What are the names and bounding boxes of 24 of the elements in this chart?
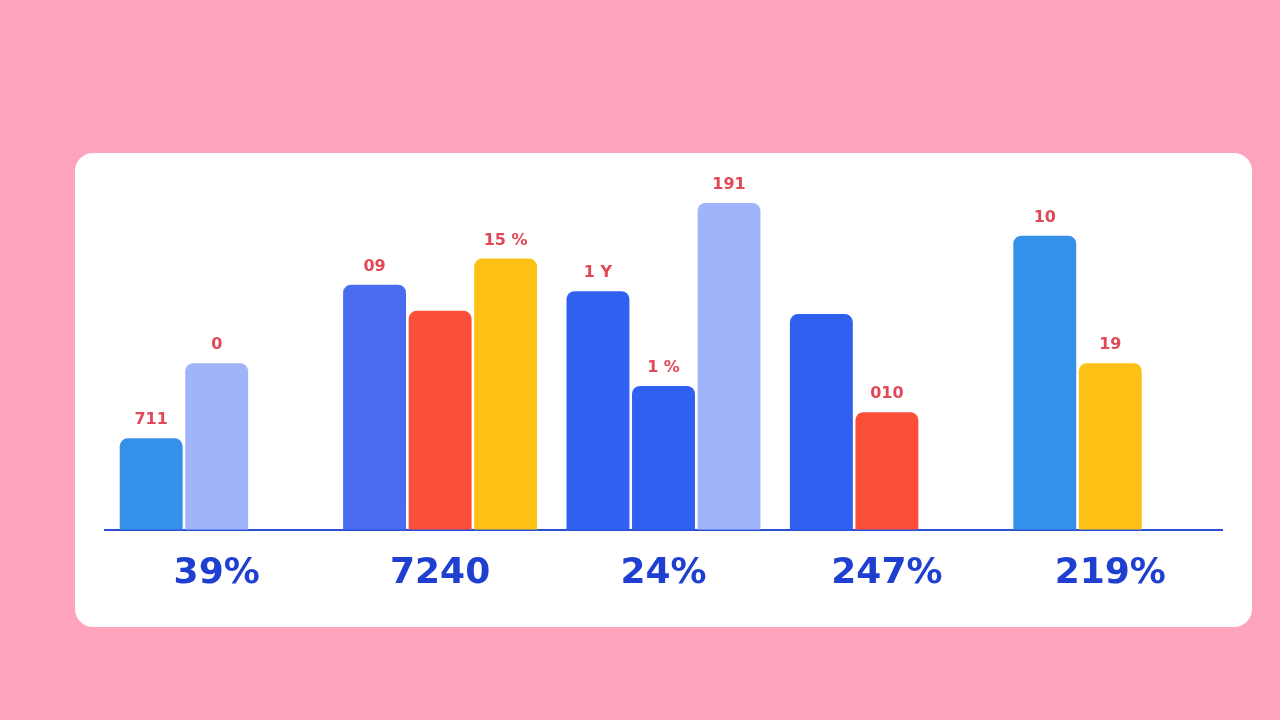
- annotation: 010: [870, 383, 904, 403]
- annotation: 1 Y: [583, 262, 613, 282]
- bar: [474, 258, 538, 530]
- bar: [855, 412, 919, 530]
- annotation: 09: [363, 255, 386, 275]
- annotation: 10: [1033, 206, 1056, 226]
- bar: [697, 203, 761, 530]
- annotation: 15 %: [483, 229, 528, 249]
- bar: [1013, 235, 1077, 530]
- bar: [566, 291, 630, 530]
- bar: [343, 284, 407, 530]
- annotation: 1 %: [647, 357, 680, 377]
- annotation: 711: [134, 409, 168, 429]
- annotation: 0: [211, 334, 223, 354]
- x-tick-label: 219%: [1054, 549, 1166, 591]
- bar: [408, 310, 472, 530]
- text: 191: [712, 174, 746, 194]
- x-tick-label: 39%: [173, 549, 260, 591]
- annotation: 19: [1099, 334, 1122, 354]
- x-tick-label: 7240: [390, 549, 491, 591]
- x-tick-label: 247%: [831, 549, 943, 591]
- bar: [119, 438, 183, 530]
- bar: [789, 314, 853, 530]
- x-tick-label: 24%: [620, 549, 707, 591]
